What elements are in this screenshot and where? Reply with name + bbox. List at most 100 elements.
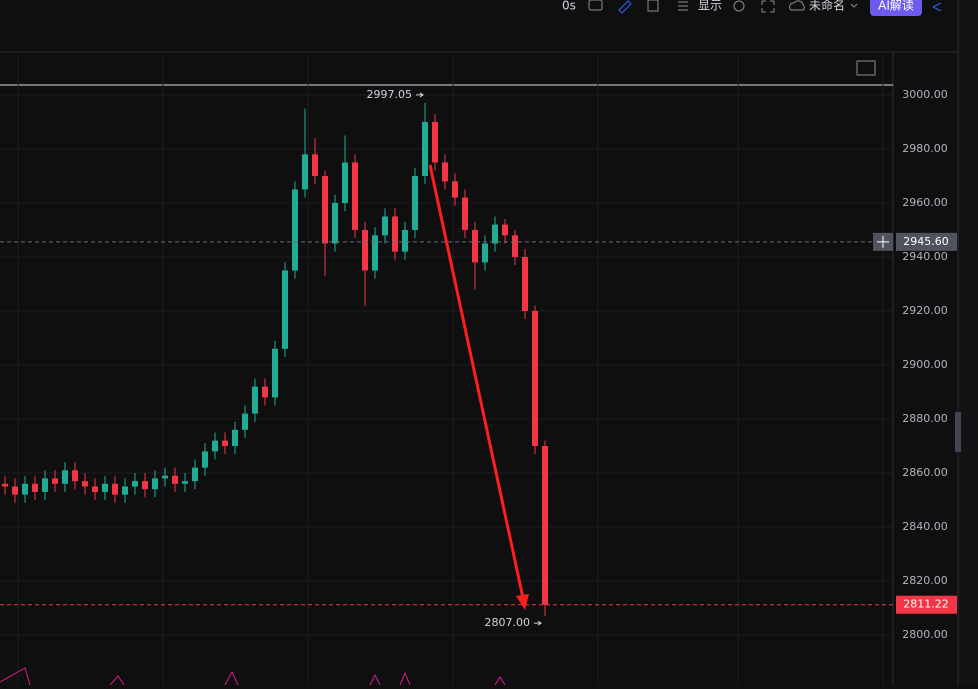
candle-body	[502, 224, 508, 236]
extreme-label: 2997.05	[367, 88, 413, 101]
camera-icon[interactable]	[588, 0, 603, 11]
candle-body	[222, 440, 228, 446]
drawn-arrow[interactable]	[428, 164, 525, 599]
settings-icon[interactable]	[733, 0, 745, 12]
candle-body	[482, 243, 488, 263]
candle-body	[72, 470, 78, 482]
candle-body	[32, 483, 38, 492]
candle-body	[432, 121, 438, 163]
candle-body	[422, 121, 428, 176]
extreme-label: 2807.00	[485, 616, 531, 629]
candle-body	[82, 481, 88, 487]
candle-body	[22, 483, 28, 495]
candle-body	[42, 478, 48, 492]
candle-body	[142, 481, 148, 490]
y-tick-label: 2860.00	[902, 466, 948, 479]
candle-body	[232, 429, 238, 446]
candle-body	[442, 162, 448, 182]
ai-button-bg[interactable]	[870, 0, 922, 16]
cloud-icon[interactable]	[789, 0, 805, 11]
y-tick-label: 2920.00	[902, 304, 948, 317]
candle-body	[462, 197, 468, 230]
candle-body	[152, 478, 158, 490]
y-tick-label: 2960.00	[902, 196, 948, 209]
interval[interactable]: 0s	[562, 0, 576, 13]
candle-body	[392, 216, 398, 252]
y-tick-label: 2840.00	[902, 520, 948, 533]
candle-body	[532, 310, 538, 446]
candle-body	[162, 475, 168, 479]
y-tick-label: 2820.00	[902, 574, 948, 587]
copy-icon[interactable]	[647, 0, 659, 12]
candle-body	[312, 154, 318, 176]
candle-body	[182, 481, 188, 484]
candle-body	[472, 229, 478, 263]
candle-body	[292, 189, 298, 271]
y-tick-label: 3000.00	[902, 88, 948, 101]
extreme-arrow	[416, 92, 424, 98]
candle-body	[102, 483, 108, 492]
candle-body	[132, 481, 138, 487]
y-tick-label: 2800.00	[902, 628, 948, 641]
candle-body	[192, 467, 198, 482]
crosshair-plus	[877, 235, 889, 248]
price-tag-bg	[896, 595, 957, 614]
candle-body	[512, 235, 518, 257]
y-tick-label: 2900.00	[902, 358, 948, 371]
candle-body	[252, 386, 258, 414]
candle-body	[362, 229, 368, 271]
candle-body	[332, 202, 338, 244]
candle-body	[12, 486, 18, 495]
layout-name[interactable]: 未命名	[809, 0, 845, 13]
candle-body	[242, 413, 248, 430]
candle-body	[322, 175, 328, 244]
candle-body	[202, 451, 208, 468]
candle-body	[402, 229, 408, 252]
candle-body	[352, 162, 358, 230]
plot: 2945.60 2811.22 2997.05 2807.00	[0, 88, 957, 629]
y-tick-label: 2880.00	[902, 412, 948, 425]
candle-body	[112, 483, 118, 495]
volume-indicator	[0, 667, 506, 686]
candle-body	[262, 386, 268, 398]
ai-button[interactable]: AI解读	[878, 0, 914, 13]
candle-body	[212, 440, 218, 452]
share-icon[interactable]	[932, 2, 942, 12]
candle-body	[302, 154, 308, 190]
candle-body	[282, 270, 288, 349]
panel-handle[interactable]	[955, 412, 961, 452]
candle-body	[522, 256, 528, 311]
candle-body	[122, 486, 128, 495]
price-tag-bg	[896, 232, 957, 251]
grid: 2800.00 2820.00 2840.00 2860.00 2880.00 2900.…	[0, 55, 948, 685]
display-button[interactable]: 显示	[698, 0, 722, 13]
candle-body	[272, 348, 278, 398]
candle-body	[412, 175, 418, 230]
candle-body	[92, 486, 98, 492]
drawn-arrow-head[interactable]	[516, 594, 529, 610]
candle-body	[342, 162, 348, 203]
candle-body	[62, 470, 68, 484]
candle-body	[382, 216, 388, 236]
candle-body	[172, 475, 178, 484]
extreme-arrow	[534, 620, 542, 626]
side-panel	[958, 0, 978, 685]
maximize-icon[interactable]	[856, 60, 876, 76]
candle-body	[452, 181, 458, 198]
candle-body	[52, 478, 58, 484]
y-tick-label: 2980.00	[902, 142, 948, 155]
list-icon[interactable]	[678, 1, 688, 11]
dropdown-icon[interactable]	[850, 3, 858, 8]
price-tag: 2811.22	[903, 598, 949, 611]
candle-body	[372, 235, 378, 271]
price-tag: 2945.60	[903, 235, 949, 248]
draw-icon[interactable]	[618, 0, 632, 14]
y-tick-label: 2940.00	[902, 250, 948, 263]
candle-body	[542, 445, 548, 605]
candle-body	[492, 224, 498, 244]
fullscreen-icon[interactable]	[761, 0, 775, 13]
candle-body	[2, 483, 8, 487]
